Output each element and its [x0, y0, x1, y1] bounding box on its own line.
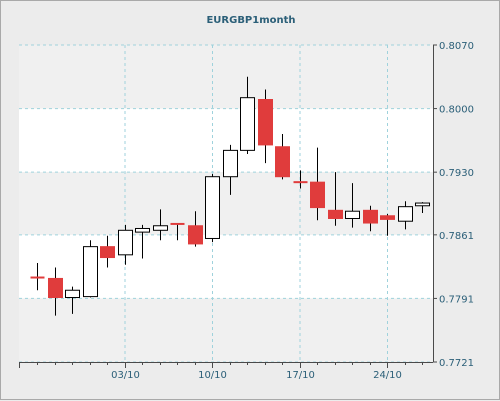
candle-body	[345, 210, 360, 219]
y-tick-label: 0.7861	[439, 231, 474, 242]
candle	[153, 209, 168, 241]
y-tick-label: 0.7930	[439, 168, 474, 179]
candle	[363, 205, 378, 232]
x-axis-ticks: 03/10 10/10 17/10 24/10	[19, 362, 423, 381]
candle	[30, 262, 45, 291]
candle-body	[310, 181, 325, 209]
y-tick-label: 0.7721	[439, 358, 474, 369]
candle	[188, 211, 203, 247]
y-tick-label: 0.8000	[439, 105, 474, 116]
plot-background	[19, 45, 433, 362]
y-tick-label: 0.7791	[439, 294, 474, 305]
plot-band	[19, 298, 433, 362]
plot-band	[19, 234, 433, 299]
candle	[380, 213, 395, 236]
candle-body	[118, 229, 133, 256]
candle	[205, 173, 220, 243]
candle	[83, 240, 98, 298]
candle-body	[363, 209, 378, 224]
candle	[223, 144, 238, 195]
candle-body	[205, 176, 220, 239]
candle-body	[415, 202, 430, 207]
axes	[19, 45, 434, 363]
candle	[258, 89, 273, 164]
candle-body	[153, 225, 168, 231]
candle-body	[240, 97, 255, 151]
candle	[398, 201, 413, 230]
candle	[275, 134, 290, 180]
candle-body	[380, 215, 395, 220]
candle	[293, 170, 308, 189]
candle-body	[275, 146, 290, 178]
candle-body	[328, 209, 343, 219]
candle	[170, 222, 185, 241]
candle	[100, 235, 115, 268]
y-tick-label: 0.8070	[439, 41, 474, 52]
candle-body	[223, 149, 238, 178]
plot-band	[19, 172, 433, 235]
candle-body	[135, 227, 150, 233]
x-tick-label: 03/10	[111, 370, 140, 381]
plot-band	[19, 45, 433, 109]
candle-body	[258, 98, 273, 146]
candle-body	[65, 289, 80, 299]
candle	[48, 267, 63, 316]
x-tick-label: 17/10	[286, 370, 315, 381]
candle-body	[100, 246, 115, 259]
candle	[135, 224, 150, 259]
candle-body	[83, 246, 98, 298]
candle-body	[398, 206, 413, 222]
chart-title: EURGBP1month	[206, 15, 295, 26]
x-tick-label: 24/10	[373, 370, 402, 381]
candle	[345, 183, 360, 228]
candle-body	[48, 277, 63, 299]
candle	[118, 224, 133, 265]
candle	[240, 76, 255, 154]
candle	[310, 147, 325, 221]
candle	[328, 172, 343, 226]
x-tick-label: 10/10	[198, 370, 227, 381]
candles-group	[30, 76, 430, 316]
candle-body	[188, 225, 203, 245]
candle	[65, 286, 80, 314]
candle	[415, 202, 430, 214]
y-axis-ticks: 0.8070 0.8000 0.7930 0.7861 0.7791 0.7721	[433, 41, 474, 369]
